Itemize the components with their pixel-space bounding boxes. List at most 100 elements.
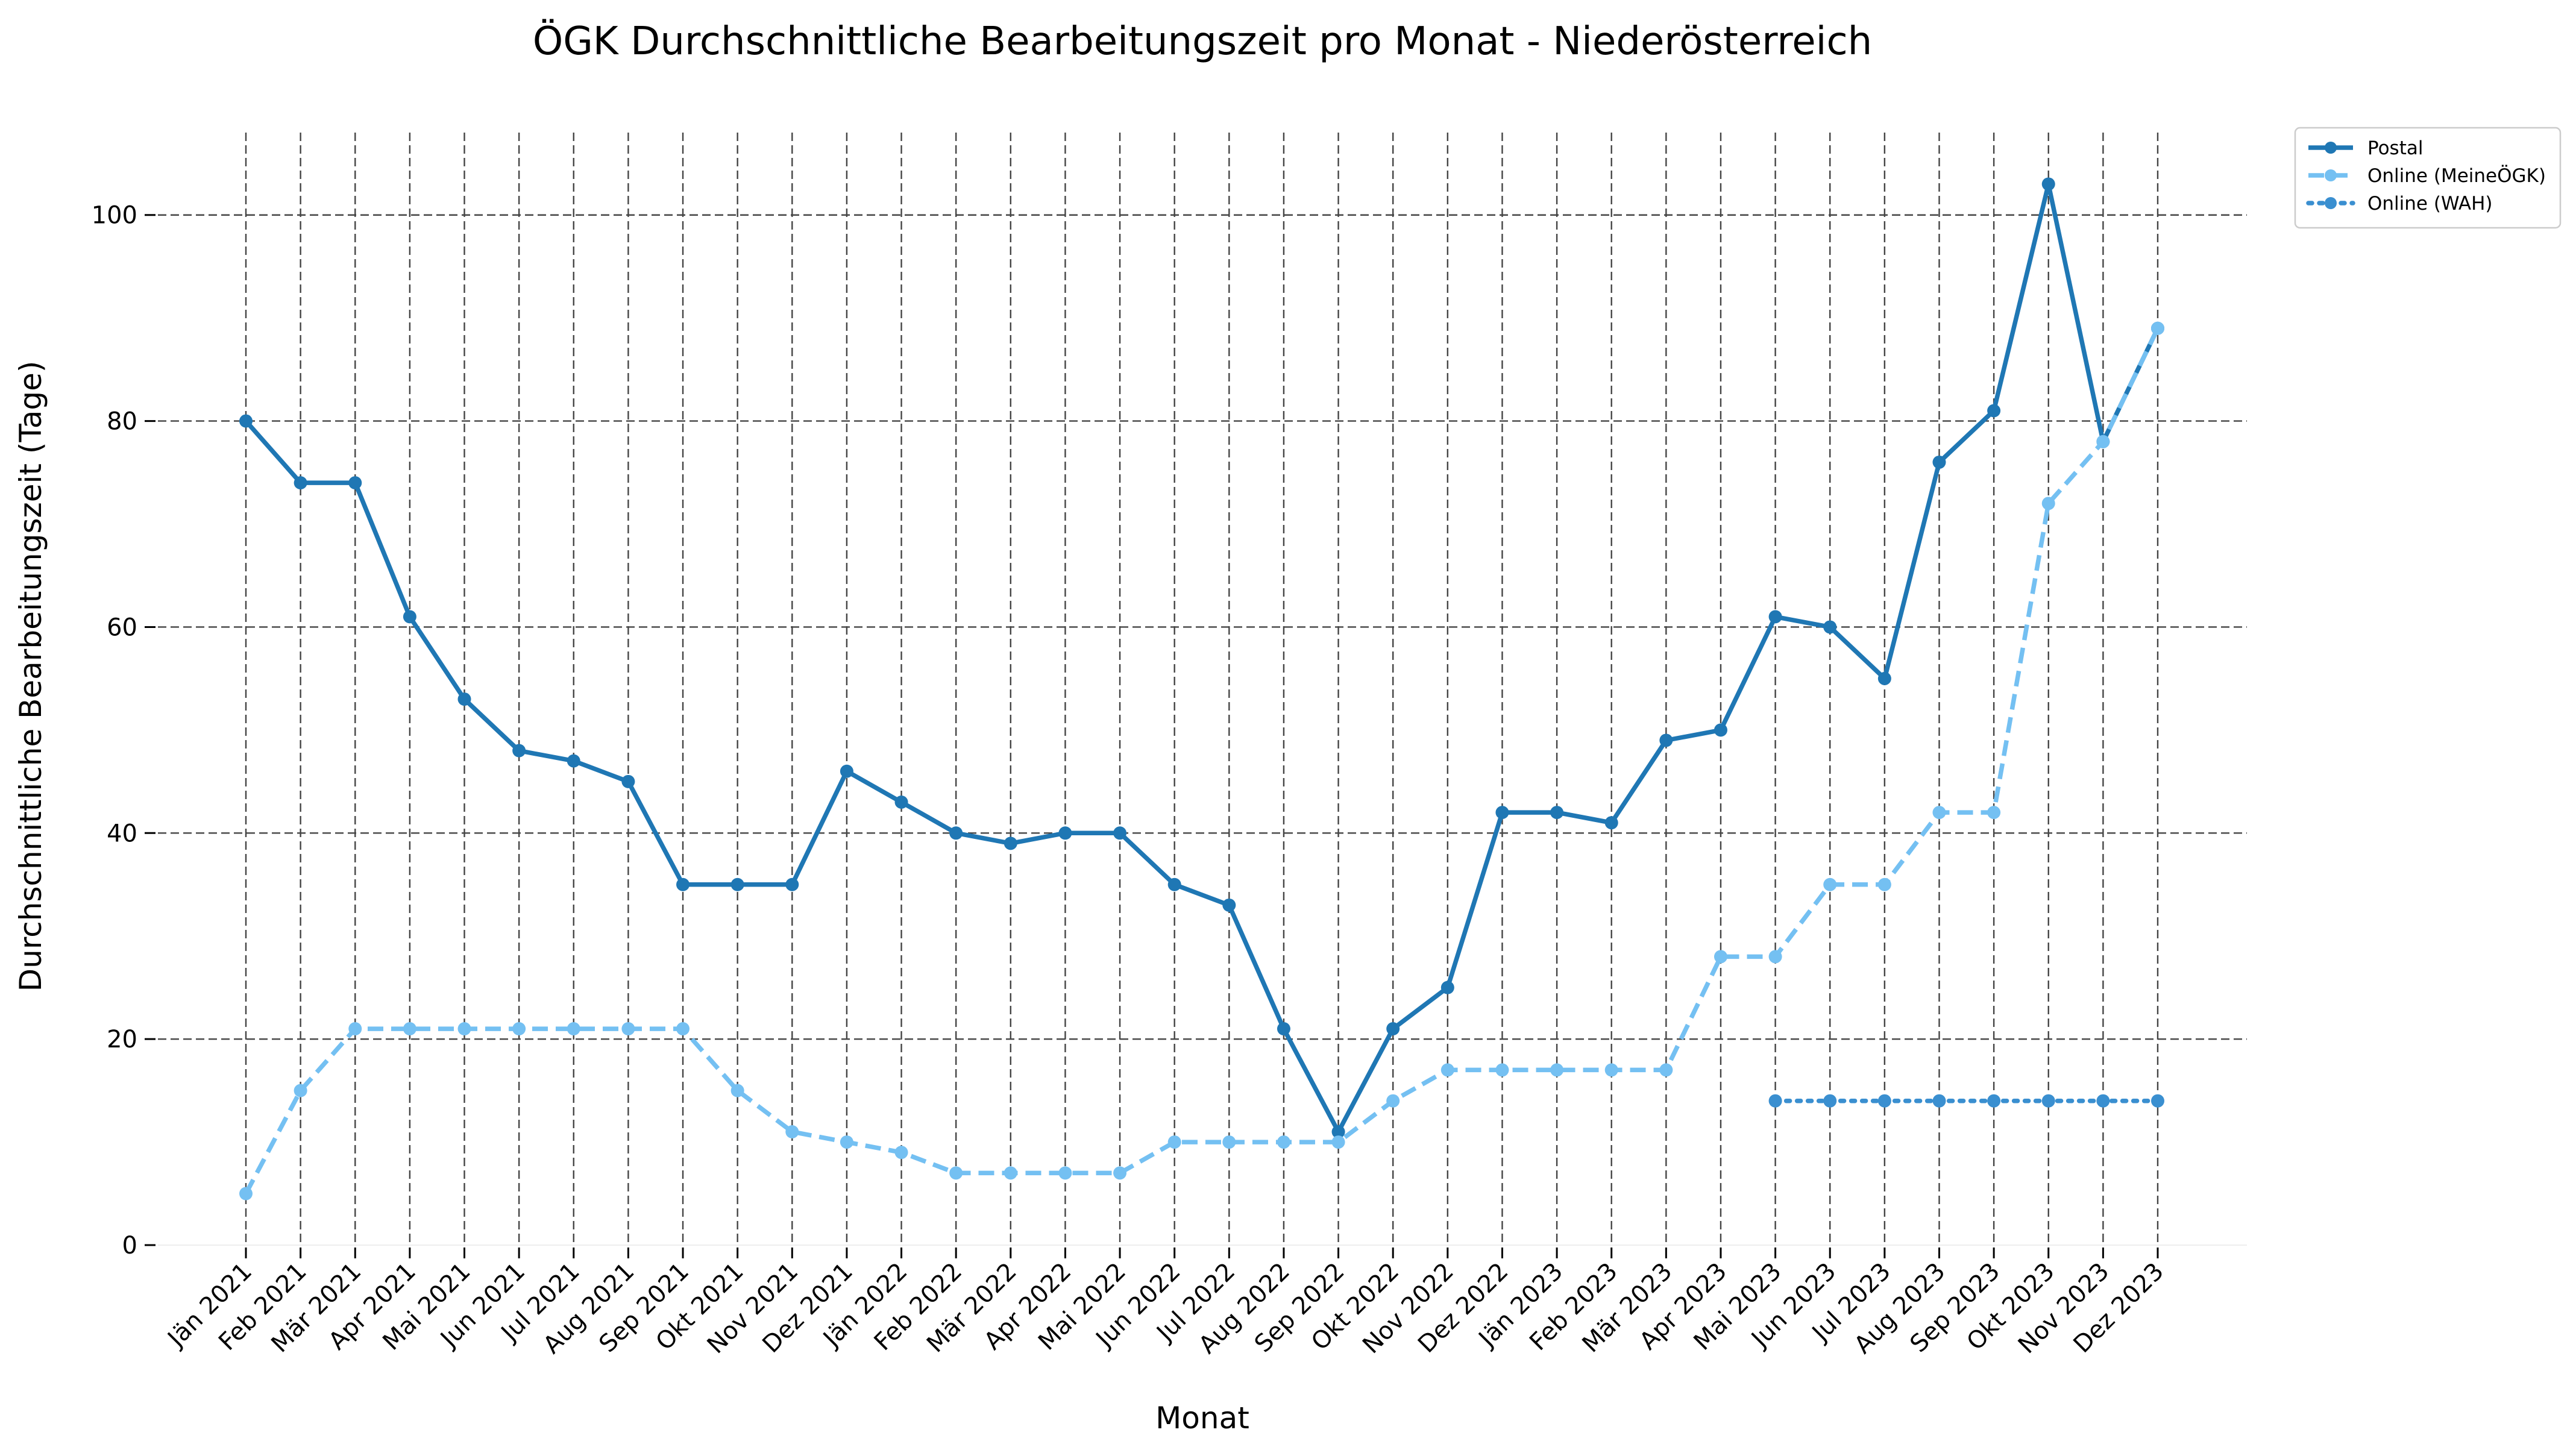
data-point — [348, 476, 362, 490]
series-line — [244, 181, 2160, 1134]
data-point — [1659, 733, 1673, 747]
data-point — [1222, 898, 1236, 912]
data-point — [1277, 1135, 1290, 1149]
data-point — [2041, 177, 2055, 191]
y-tick-label: 40 — [107, 820, 137, 847]
data-point — [1932, 1094, 1946, 1108]
data-point — [1604, 816, 1618, 830]
data-point — [730, 877, 744, 891]
data-point — [239, 414, 253, 428]
data-point — [949, 1166, 963, 1180]
legend-label: Postal — [2367, 137, 2423, 159]
data-point — [1823, 1094, 1837, 1108]
data-point — [1987, 1094, 2001, 1108]
data-point — [1277, 1022, 1290, 1036]
grid — [158, 133, 2247, 1246]
x-axis-label: Monat — [1155, 1401, 1249, 1436]
series-2 — [239, 321, 2164, 1200]
data-point — [894, 796, 908, 809]
data-point — [1987, 404, 2001, 418]
data-point — [1550, 1063, 1564, 1077]
data-point — [1768, 610, 1782, 624]
data-point — [1877, 877, 1891, 891]
data-point — [1113, 1166, 1127, 1180]
data-point — [1987, 806, 2001, 820]
data-point — [2096, 435, 2110, 448]
data-point — [676, 1022, 690, 1036]
data-point — [1440, 981, 1454, 994]
data-point — [730, 1084, 744, 1097]
data-point — [567, 1022, 580, 1036]
data-point — [621, 1022, 635, 1036]
series-group — [239, 177, 2164, 1200]
data-point — [1768, 950, 1782, 964]
data-point — [1058, 1166, 1072, 1180]
y-tick-label: 0 — [122, 1232, 137, 1260]
legend-swatch-marker — [2325, 197, 2337, 209]
data-point — [1932, 455, 1946, 469]
data-point — [2151, 321, 2164, 335]
series-line — [243, 327, 2160, 1195]
legend: Postal Online (MeineÖGK) Online (WAH) — [2294, 127, 2562, 229]
legend-label: Online (MeineÖGK) — [2367, 165, 2546, 187]
data-point — [1714, 723, 1727, 737]
data-point — [457, 692, 471, 706]
data-point — [1058, 826, 1072, 840]
data-point — [1331, 1125, 1345, 1138]
data-point — [403, 1022, 416, 1036]
data-point — [1550, 806, 1564, 820]
data-point — [1113, 826, 1127, 840]
y-tick-label: 20 — [107, 1026, 137, 1053]
data-point — [1167, 877, 1181, 891]
data-point — [949, 826, 963, 840]
data-point — [2041, 1094, 2055, 1108]
data-point — [840, 1135, 853, 1149]
data-point — [1495, 806, 1509, 820]
legend-box — [2294, 127, 2562, 229]
data-point — [1004, 1166, 1017, 1180]
data-point — [1495, 1063, 1509, 1077]
data-point — [1823, 620, 1837, 634]
data-point — [840, 764, 853, 778]
data-point — [1877, 1094, 1891, 1108]
data-point — [2096, 1094, 2110, 1108]
data-point — [1932, 806, 1946, 820]
data-point — [294, 476, 307, 490]
data-point — [2151, 1094, 2164, 1108]
data-point — [512, 744, 526, 758]
series-3 — [1768, 1094, 2164, 1108]
data-point — [1877, 671, 1891, 685]
data-point — [894, 1146, 908, 1160]
data-point — [1714, 950, 1727, 964]
data-point — [567, 754, 580, 768]
chart-title: ÖGK Durchschnittliche Bearbeitungszeit p… — [533, 19, 1872, 64]
data-point — [457, 1022, 471, 1036]
data-point — [1659, 1063, 1673, 1077]
data-point — [785, 877, 799, 891]
data-point — [512, 1022, 526, 1036]
data-point — [621, 774, 635, 788]
y-axis-label: Durchschnittliche Bearbeitungszeit (Tage… — [13, 361, 48, 992]
series-1 — [239, 177, 2164, 1138]
legend-swatch-marker — [2325, 142, 2337, 154]
data-point — [294, 1084, 307, 1097]
data-point — [1331, 1135, 1345, 1149]
data-point — [1386, 1094, 1400, 1108]
data-point — [1604, 1063, 1618, 1077]
data-point — [1440, 1063, 1454, 1077]
data-point — [785, 1125, 799, 1138]
data-point — [239, 1187, 253, 1200]
legend-swatch-marker — [2325, 169, 2337, 181]
data-point — [348, 1022, 362, 1036]
data-point — [1222, 1135, 1236, 1149]
data-point — [676, 877, 690, 891]
y-tick-label: 80 — [107, 408, 137, 436]
data-point — [1768, 1094, 1782, 1108]
data-point — [403, 610, 416, 624]
data-point — [1004, 836, 1017, 850]
y-tick-label: 60 — [107, 614, 137, 641]
y-tick-label: 100 — [92, 202, 137, 230]
